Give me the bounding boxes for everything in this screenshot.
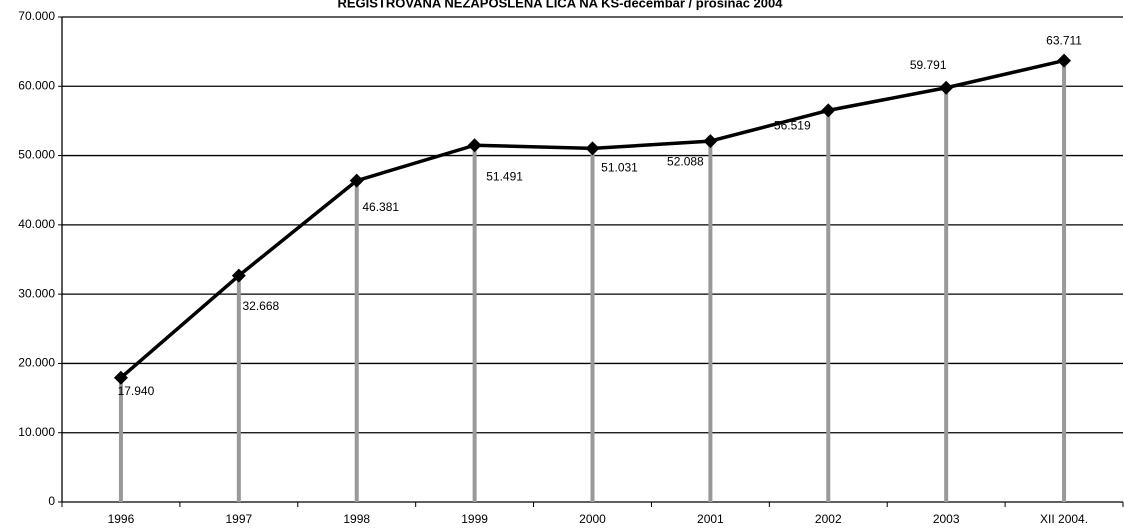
marker [585, 141, 600, 156]
y-tick-label: 10.000 [18, 425, 55, 439]
data-label: 51.491 [486, 169, 523, 183]
x-tick-label: 2003 [933, 512, 960, 526]
x-tick-label: 2002 [815, 512, 842, 526]
data-label: 56.519 [774, 119, 811, 133]
y-tick-label: 30.000 [18, 286, 55, 300]
y-tick-label: 20.000 [18, 356, 55, 370]
y-tick-label: 60.000 [18, 78, 55, 92]
marker [349, 173, 364, 188]
chart-title: REGISTROVANA NEZAPOSLENA LICA NA KS-dece… [338, 0, 784, 10]
data-label: 51.031 [601, 161, 638, 175]
x-tick-label: 1997 [225, 512, 252, 526]
y-tick-label: 50.000 [18, 148, 55, 162]
marker [939, 80, 954, 95]
y-tick-label: 0 [48, 494, 55, 508]
marker [113, 370, 128, 385]
marker [821, 103, 836, 118]
data-label: 52.088 [667, 154, 704, 168]
data-label: 63.711 [1046, 34, 1082, 48]
y-tick-label: 40.000 [18, 217, 55, 231]
x-tick-label: 2001 [697, 512, 724, 526]
marker [231, 268, 246, 283]
data-label: 32.668 [242, 299, 279, 313]
x-tick-label: 1996 [108, 512, 135, 526]
x-tick-label: 2000 [579, 512, 606, 526]
y-tick-label: 70.000 [18, 9, 55, 23]
x-tick-label: XII 2004. [1040, 512, 1088, 526]
x-tick-label: 1998 [343, 512, 370, 526]
marker [467, 138, 482, 153]
data-label: 46.381 [362, 200, 399, 214]
marker [1057, 53, 1072, 68]
marker [703, 134, 718, 149]
x-tick-label: 1999 [461, 512, 488, 526]
data-label: 59.791 [910, 58, 947, 72]
data-label: 17.940 [118, 384, 155, 398]
